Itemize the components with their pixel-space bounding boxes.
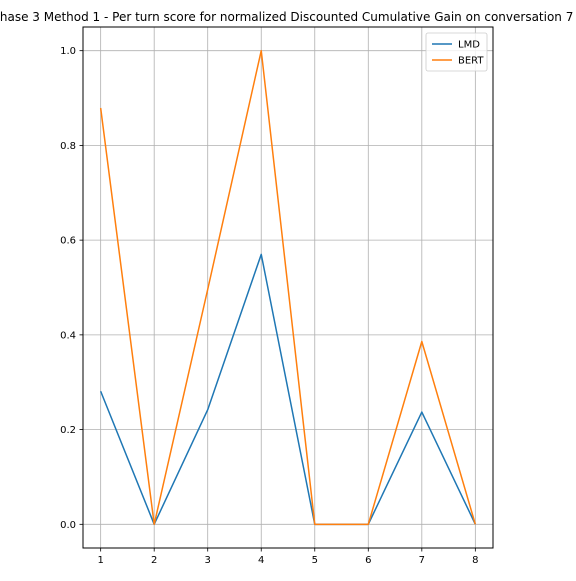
- legend-box: [425, 32, 488, 72]
- y-tick-label: 0.2: [60, 425, 76, 436]
- legend-label-bert: BERT: [458, 56, 484, 67]
- y-tick-label: 0.8: [60, 141, 76, 152]
- x-tick-label: 7: [419, 555, 425, 566]
- x-tick-label: 3: [205, 555, 211, 566]
- x-tick-label: 8: [472, 555, 478, 566]
- chart-title: Phase 3 Method 1 - Per turn score for no…: [0, 10, 573, 24]
- x-tick-label: 4: [258, 555, 264, 566]
- y-tick-label: 0.0: [60, 520, 76, 531]
- y-tick-label: 0.4: [60, 330, 76, 341]
- series-line-lmd: [99, 253, 477, 526]
- legend-label-lmd: LMD: [458, 40, 480, 51]
- y-tick-label: 1.0: [60, 46, 76, 57]
- axis-ticks: 1 2 3 4 5 6 7 8 0.0 0.2 0.4 0.6 0.8 1.0: [60, 46, 478, 566]
- x-tick-label: 1: [97, 555, 103, 566]
- plot-frame: [82, 26, 494, 549]
- x-tick-label: 5: [312, 555, 318, 566]
- x-tick-label: 6: [365, 555, 371, 566]
- x-tick-label: 2: [151, 555, 157, 566]
- legend: LMD BERT: [425, 32, 488, 72]
- y-tick-label: 0.6: [60, 236, 76, 247]
- series-lines: [99, 49, 477, 526]
- series-line-bert: [99, 49, 477, 526]
